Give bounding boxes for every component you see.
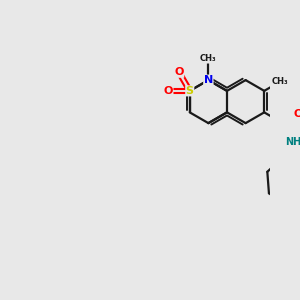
- Text: O: O: [294, 109, 300, 119]
- Text: CH₃: CH₃: [200, 54, 217, 63]
- Text: O: O: [174, 67, 184, 77]
- Text: N: N: [204, 75, 213, 85]
- Text: CH₃: CH₃: [272, 77, 288, 86]
- Text: S: S: [186, 86, 194, 96]
- Text: O: O: [164, 86, 173, 96]
- Text: NH: NH: [286, 137, 300, 147]
